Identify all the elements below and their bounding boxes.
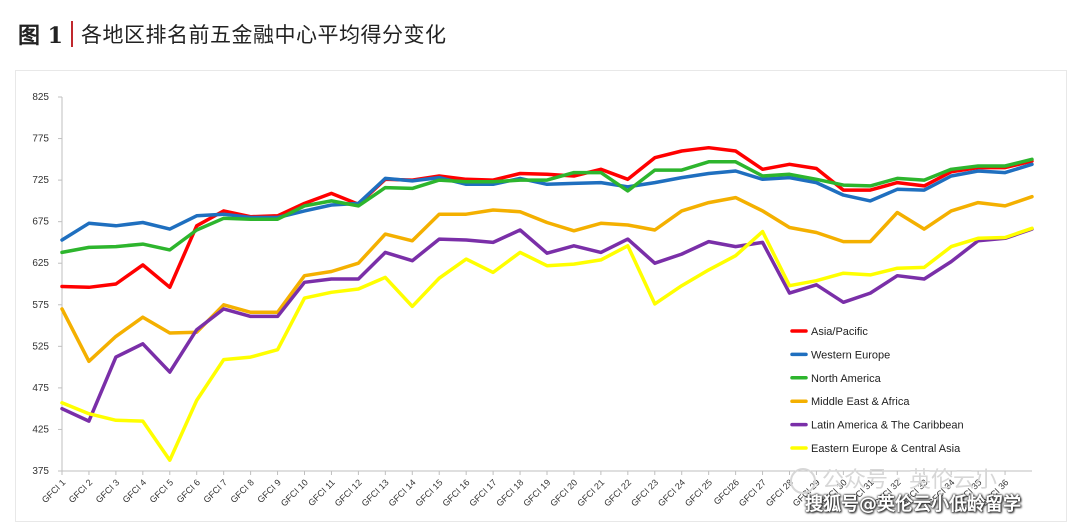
x-tick-label: GFCI 11 [306, 477, 337, 508]
x-tick-label: GFCI 6 [175, 477, 203, 505]
legend-label: Middle East & Africa [811, 396, 910, 408]
series-line-0 [60, 145, 1034, 290]
figure-separator [70, 21, 73, 47]
x-tick-label: GFCI 27 [737, 477, 768, 508]
x-tick-label: GFCI 1 [40, 477, 68, 505]
figure-label: 图 1 [18, 23, 63, 49]
y-tick-label: 675 [32, 217, 49, 228]
figure-title: 各地区排名前五金融中心平均得分变化 [80, 23, 447, 47]
x-tick-label: GFCI 5 [148, 477, 176, 505]
x-tick-label: GFCI 22 [602, 477, 633, 508]
legend-label: Asia/Pacific [811, 326, 868, 338]
x-tick-label: GFCI 18 [494, 477, 525, 508]
x-tick-label: GFCI 19 [521, 477, 552, 508]
x-tick-label: GFCI 25 [683, 477, 714, 508]
series-line-1 [60, 162, 1034, 242]
y-tick-label: 775 [32, 134, 49, 145]
x-tick-label: GFCI 20 [548, 477, 579, 508]
y-tick-label: 575 [32, 300, 49, 311]
y-tick-label: 525 [32, 341, 49, 352]
y-tick-label: 825 [32, 92, 49, 103]
x-tick-label: GFCI 10 [279, 477, 310, 508]
watermark-sohu: 搜狐号@英伦云小低龄留学 [805, 494, 1021, 515]
y-tick-label: 625 [32, 258, 49, 269]
series-line-5 [60, 226, 1034, 462]
x-tick-label: GFCI 3 [94, 477, 122, 505]
watermark-line1: 公众号 · 英伦云小 [822, 468, 997, 493]
x-tick-label: GFCI 7 [201, 477, 229, 505]
x-tick-label: GFCI 23 [629, 477, 660, 508]
y-tick-label: 375 [32, 466, 49, 477]
x-tick-label: GFCI 16 [440, 477, 471, 508]
legend-label: Eastern Europe & Central Asia [811, 443, 961, 455]
x-tick-label: GFCI 4 [121, 477, 149, 505]
watermark-wechat: 公众号 · 英伦云小 [790, 462, 997, 494]
legend-label: Latin America & The Caribbean [811, 420, 964, 432]
x-tick-label: GFCI 21 [575, 477, 606, 508]
series-line-3 [60, 194, 1034, 364]
y-tick-label: 725 [32, 175, 49, 186]
series-line-4 [60, 227, 1034, 423]
x-tick-label: GFCI 24 [656, 477, 687, 508]
x-tick-label: GFCI 14 [387, 477, 418, 508]
x-tick-label: GFCI 15 [414, 477, 445, 508]
chart-panel [15, 70, 1067, 522]
x-tick-label: GFCI 17 [467, 477, 498, 508]
wechat-icon [790, 468, 816, 494]
x-tick-label: GFCI 8 [228, 477, 256, 505]
legend-label: North America [811, 373, 882, 385]
x-tick-label: GFCI 2 [67, 477, 95, 505]
x-tick-label: GFCI 12 [333, 477, 364, 508]
y-tick-label: 475 [32, 383, 49, 394]
y-tick-label: 425 [32, 424, 49, 435]
series-line-2 [60, 157, 1034, 255]
legend-label: Western Europe [811, 349, 890, 361]
x-tick-label: GFCI 13 [360, 477, 391, 508]
figure-header: 图 1 各地区排名前五金融中心平均得分变化 [18, 14, 446, 54]
